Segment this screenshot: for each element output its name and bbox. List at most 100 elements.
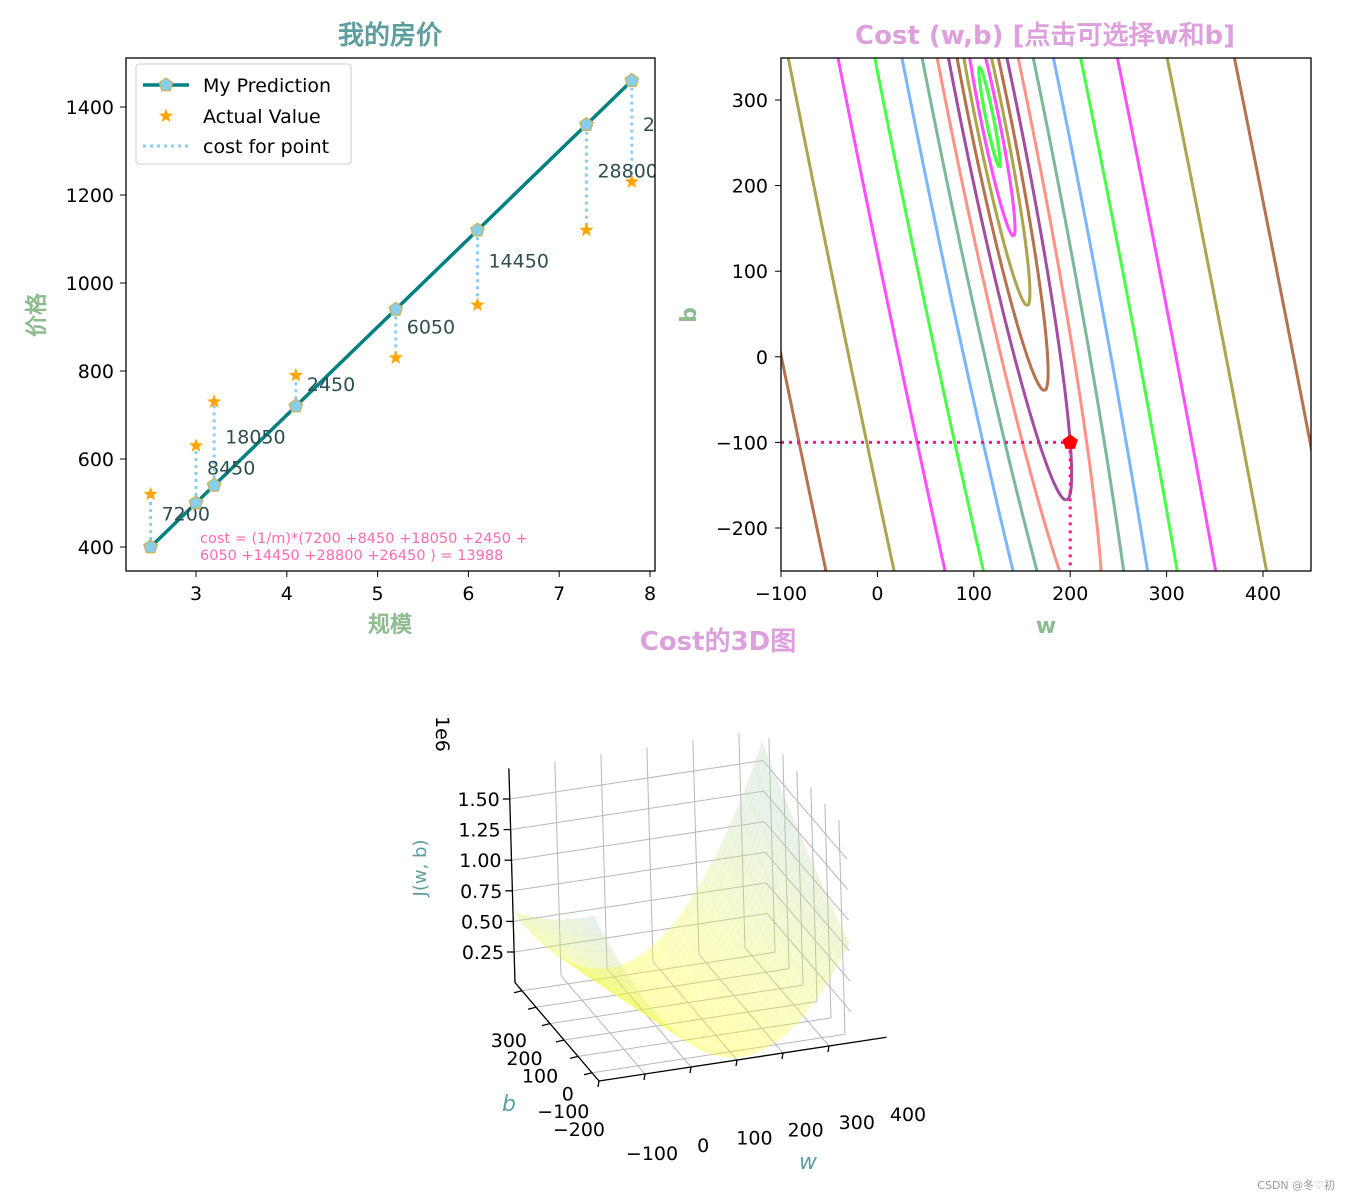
surface-patch: [616, 994, 630, 1001]
actual-point: [207, 394, 222, 408]
surface-patch: [561, 952, 575, 965]
surface-patch: [822, 940, 835, 964]
z-tick-label: 0.75: [460, 881, 502, 903]
surface-patch: [712, 1052, 727, 1058]
surface-patch: [769, 780, 782, 812]
b-tick-mark: [555, 1039, 565, 1043]
surface-patch: [834, 929, 847, 955]
surface-patch: [793, 840, 807, 869]
surface-patch: [727, 996, 741, 1010]
surface-patch: [652, 1016, 666, 1022]
surface-patch: [790, 1002, 804, 1019]
surface-patch: [730, 1052, 745, 1058]
surface-patch: [689, 999, 702, 1009]
surface-patch: [762, 920, 775, 943]
surface-patch: [533, 927, 547, 941]
surface-patch: [745, 977, 759, 994]
surface-patch: [556, 933, 571, 949]
surface-patch: [689, 1015, 702, 1023]
surface-patch: [586, 950, 601, 966]
surface-patch: [667, 919, 680, 937]
surface-patch: [722, 1042, 735, 1049]
cost-formula-line2: 6050 +14450 +28800 +26450 ) = 13988: [200, 548, 503, 564]
b-axis-line: [514, 982, 600, 1082]
cost-contour-chart[interactable]: Cost (w,b) [点击可选择w和b] −100 0 100 200 300 400−…: [677, 20, 1315, 639]
surface-patch: [676, 960, 690, 974]
surface-patch: [550, 919, 564, 935]
surface-patch: [570, 918, 585, 937]
surface-patch: [599, 964, 613, 979]
surface-patch: [723, 872, 736, 897]
surface-patch: [621, 996, 635, 1007]
surface-patch: [589, 975, 602, 986]
surface-patch: [803, 861, 816, 890]
surface-patch: [691, 961, 705, 976]
surface-patch: [546, 940, 559, 953]
surface-patch: [710, 1010, 723, 1021]
floor-gridline: [652, 961, 738, 1061]
surface-patch: [756, 748, 769, 782]
surface-patch: [598, 978, 613, 985]
surface-patch: [773, 872, 786, 899]
surface-patch: [565, 960, 578, 969]
surface-patch: [634, 976, 648, 984]
surface-patch: [770, 866, 783, 893]
surface-patch: [585, 969, 599, 981]
surface-patch: [610, 951, 624, 968]
surface-patch: [755, 871, 769, 897]
surface-patch: [802, 996, 815, 1014]
surface-patch: [743, 843, 756, 870]
surface-patch: [737, 1046, 750, 1054]
surface-patch: [769, 964, 782, 983]
surface-patch: [562, 957, 575, 968]
surface-patch: [792, 912, 805, 937]
surface-patch: [553, 952, 566, 962]
floor-gridline: [560, 975, 646, 1075]
surface-patch: [664, 1027, 677, 1036]
surface-patch: [665, 983, 678, 993]
surface-patch: [518, 913, 532, 928]
surface-patch: [728, 808, 741, 837]
x-tick-label: 7: [553, 583, 565, 605]
back-wall-gridline: [692, 740, 700, 955]
surface-patch: [567, 960, 581, 971]
surface-patch: [637, 993, 651, 999]
surface-patch: [803, 901, 817, 927]
surface-patch: [607, 988, 620, 998]
surface-patch: [711, 846, 724, 872]
x-tick-label: 400: [1245, 583, 1281, 605]
surface-patch: [592, 951, 607, 967]
surface-patch: [790, 973, 803, 993]
surface-patch: [760, 1002, 774, 1018]
surface-patch: [522, 923, 535, 936]
surface-patch: [657, 1017, 671, 1029]
surface-patch: [521, 914, 535, 929]
surface-patch: [695, 1042, 709, 1048]
surface-patch: [763, 981, 777, 999]
surface-patch: [789, 941, 803, 964]
surface-patch: [735, 898, 748, 921]
surface-patch: [610, 989, 624, 996]
surface-patch: [530, 926, 544, 940]
surface-patch: [680, 986, 693, 997]
contour-plot-area[interactable]: [777, 54, 1315, 574]
surface-patch: [749, 1046, 762, 1055]
point-cost-label: 28800: [597, 160, 657, 182]
surface-patch: [661, 1018, 676, 1024]
surface-patch: [749, 1028, 762, 1040]
surface-patch: [579, 917, 593, 937]
surface-patch: [764, 1030, 777, 1043]
surface-patch: [679, 1028, 694, 1034]
surface-patch: [760, 976, 773, 994]
surface-patch: [645, 1012, 659, 1023]
surface-patch: [692, 1019, 705, 1026]
surface-patch: [752, 864, 766, 890]
surface-patch: [769, 824, 783, 854]
surface-patch: [587, 961, 602, 976]
surface-patch: [763, 952, 776, 973]
surface-patch: [529, 916, 544, 932]
surface-patch: [751, 780, 764, 811]
surface-patch: [655, 1012, 670, 1018]
surface-patch: [601, 981, 615, 988]
surface-patch: [570, 956, 583, 969]
